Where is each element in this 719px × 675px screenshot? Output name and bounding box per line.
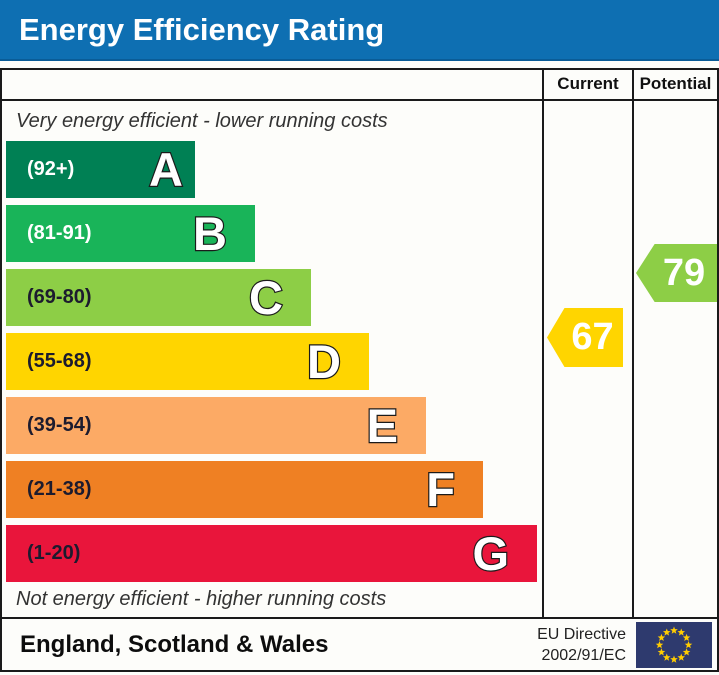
region-label: England, Scotland & Wales [20, 630, 329, 658]
current-column-header: Current [542, 70, 632, 99]
band-e-range: (39-54) [27, 414, 92, 436]
chart-title: Energy Efficiency Rating [19, 11, 385, 47]
current-rating-arrow: 67 [547, 308, 623, 367]
band-c-letter: C [248, 270, 284, 325]
eu-directive-line2: 2002/91/EC [541, 646, 626, 664]
eu-directive-line1: EU Directive [537, 625, 626, 643]
band-e-letter: E [365, 398, 399, 453]
band-scale-area: Very energy efficient - lower running co… [2, 101, 542, 617]
current-rating-cell: 67 [542, 101, 632, 617]
potential-rating-arrow: 79 [636, 244, 717, 302]
current-rating-value: 67 [571, 316, 614, 358]
potential-rating-cell: 79 [632, 101, 717, 617]
table-header-row: Current Potential [2, 70, 717, 101]
header-spacer-cell [2, 70, 542, 99]
band-a-letter: A [148, 142, 184, 197]
table-body-row: Very energy efficient - lower running co… [2, 101, 717, 619]
band-a: (92+) A [6, 141, 195, 198]
band-e: (39-54) E [6, 397, 426, 454]
band-f: (21-38) F [6, 461, 483, 518]
band-c-range: (69-80) [27, 286, 92, 308]
band-b-letter: B [192, 206, 228, 261]
bottom-note: Not energy efficient - higher running co… [16, 588, 387, 610]
band-b: (81-91) B [6, 205, 255, 262]
eu-flag-icon [636, 621, 712, 668]
potential-rating-value: 79 [662, 252, 706, 294]
band-g: (1-20) G [6, 525, 537, 582]
top-note: Very energy efficient - lower running co… [16, 110, 388, 132]
band-b-range: (81-91) [27, 222, 92, 244]
band-g-letter: G [471, 526, 510, 581]
potential-column-header: Potential [632, 70, 717, 99]
rating-table: Current Potential Very energy efficient … [0, 68, 719, 672]
band-c: (69-80) C [6, 269, 311, 326]
band-d-letter: D [306, 334, 342, 389]
band-f-letter: F [425, 462, 456, 517]
band-g-range: (1-20) [27, 542, 81, 564]
band-d-range: (55-68) [27, 350, 92, 372]
table-footer-row: England, Scotland & Wales EU Directive 2… [2, 619, 717, 670]
eu-directive-label: EU Directive 2002/91/EC [537, 624, 626, 666]
chart-title-banner: Energy Efficiency Rating [0, 0, 719, 61]
band-f-range: (21-38) [27, 478, 92, 500]
band-d: (55-68) D [6, 333, 369, 390]
band-a-range: (92+) [27, 158, 75, 180]
